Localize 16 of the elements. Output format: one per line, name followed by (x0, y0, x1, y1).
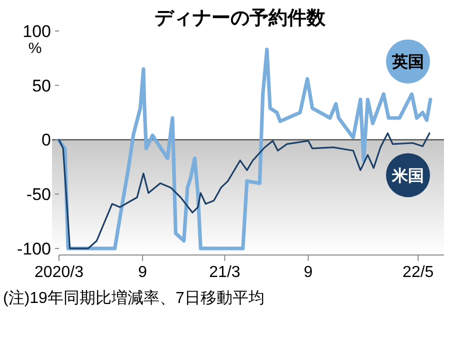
x-tick-label: 21/3 (209, 264, 240, 281)
chart-title: ディナーの予約件数 (154, 8, 326, 29)
x-tick-label: 9 (138, 264, 148, 281)
y-tick-label: 0 (42, 130, 51, 150)
y-tick-label: 50 (32, 76, 51, 96)
text: (注)19年同期比増減率、7日移動平均 (3, 289, 264, 307)
y-axis-title: % (28, 40, 42, 57)
y-tick-label: -50 (26, 185, 51, 204)
series-label: 英国 (391, 53, 424, 72)
y-tick-label: -100 (16, 239, 51, 258)
x-tick-label: 22/5 (402, 264, 434, 281)
line-series (57, 48, 432, 250)
x-tick-label: 2020/3 (34, 264, 84, 281)
y-tick-label: 100 (22, 22, 51, 41)
series-label: 米国 (391, 166, 424, 185)
x-tick-label: 9 (304, 264, 313, 281)
